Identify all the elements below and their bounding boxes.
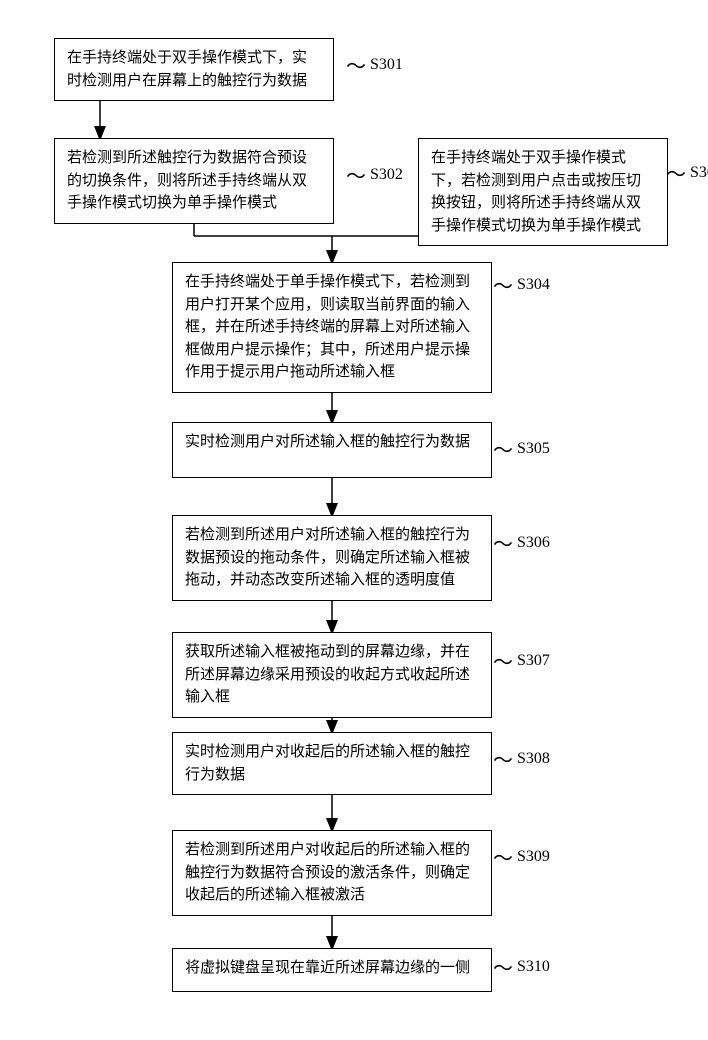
tilde-icon: 〜 bbox=[493, 277, 513, 297]
step-s309: 若检测到所述用户对收起后的所述输入框的触控行为数据符合预设的激活条件，则确定收起… bbox=[172, 830, 492, 916]
step-label: S304 bbox=[517, 276, 550, 294]
step-s307: 获取所述输入框被拖动到的屏幕边缘，并在所述屏幕边缘采用预设的收起方式收起所述输入… bbox=[172, 632, 492, 718]
step-text: 在手持终端处于双手操作模式下，若检测到用户点击或按压切换按钮，则将所述手持终端从… bbox=[431, 150, 641, 234]
step-text: 若检测到所述用户对收起后的所述输入框的触控行为数据符合预设的激活条件，则确定收起… bbox=[185, 842, 470, 903]
step-text: 实时检测用户对收起后的所述输入框的触控行为数据 bbox=[185, 744, 470, 783]
step-label: S308 bbox=[517, 750, 550, 768]
tilde-icon: 〜 bbox=[666, 165, 686, 185]
tilde-icon: 〜 bbox=[493, 849, 513, 869]
step-label: S303 bbox=[690, 164, 708, 182]
step-label: S309 bbox=[517, 848, 550, 866]
step-text: 在手持终端处于单手操作模式下，若检测到用户打开某个应用，则读取当前界面的输入框，… bbox=[185, 274, 470, 380]
tilde-icon: 〜 bbox=[493, 653, 513, 673]
step-label: S302 bbox=[370, 166, 403, 184]
step-label: S301 bbox=[370, 56, 403, 74]
step-label: S305 bbox=[517, 440, 550, 458]
step-label: S310 bbox=[517, 958, 550, 976]
step-s302: 若检测到所述触控行为数据符合预设的切换条件，则将所述手持终端从双手操作模式切换为… bbox=[54, 138, 334, 224]
step-s301: 在手持终端处于双手操作模式下，实时检测用户在屏幕上的触控行为数据 bbox=[54, 38, 334, 101]
tilde-icon: 〜 bbox=[493, 959, 513, 979]
step-text: 在手持终端处于双手操作模式下，实时检测用户在屏幕上的触控行为数据 bbox=[67, 50, 307, 89]
step-text: 获取所述输入框被拖动到的屏幕边缘，并在所述屏幕边缘采用预设的收起方式收起所述输入… bbox=[185, 644, 470, 705]
tilde-icon: 〜 bbox=[493, 441, 513, 461]
tilde-icon: 〜 bbox=[346, 57, 366, 77]
tilde-icon: 〜 bbox=[493, 535, 513, 555]
flowchart-diagram: 在手持终端处于双手操作模式下，实时检测用户在屏幕上的触控行为数据 若检测到所述触… bbox=[20, 20, 708, 1020]
step-text: 若检测到所述用户对所述输入框的触控行为数据预设的拖动条件，则确定所述输入框被拖动… bbox=[185, 527, 470, 588]
step-s310: 将虚拟键盘呈现在靠近所述屏幕边缘的一侧 bbox=[172, 948, 492, 992]
step-label: S307 bbox=[517, 652, 550, 670]
step-s308: 实时检测用户对收起后的所述输入框的触控行为数据 bbox=[172, 732, 492, 795]
tilde-icon: 〜 bbox=[493, 751, 513, 771]
step-text: 实时检测用户对所述输入框的触控行为数据 bbox=[185, 434, 470, 450]
tilde-icon: 〜 bbox=[346, 167, 366, 187]
step-label: S306 bbox=[517, 534, 550, 552]
step-s305: 实时检测用户对所述输入框的触控行为数据 bbox=[172, 422, 492, 478]
step-s306: 若检测到所述用户对所述输入框的触控行为数据预设的拖动条件，则确定所述输入框被拖动… bbox=[172, 515, 492, 601]
step-s304: 在手持终端处于单手操作模式下，若检测到用户打开某个应用，则读取当前界面的输入框，… bbox=[172, 262, 492, 393]
step-s303: 在手持终端处于双手操作模式下，若检测到用户点击或按压切换按钮，则将所述手持终端从… bbox=[418, 138, 668, 246]
step-text: 将虚拟键盘呈现在靠近所述屏幕边缘的一侧 bbox=[185, 960, 470, 976]
step-text: 若检测到所述触控行为数据符合预设的切换条件，则将所述手持终端从双手操作模式切换为… bbox=[67, 150, 307, 211]
